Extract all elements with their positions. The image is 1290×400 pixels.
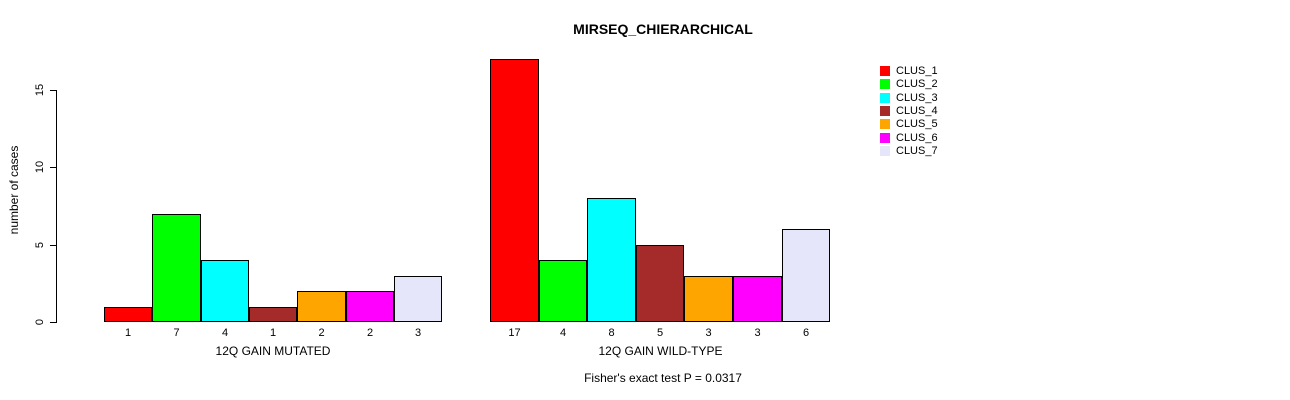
y-axis — [56, 90, 57, 323]
legend-item: CLUS_6 — [880, 131, 938, 145]
bar-value-label: 4 — [559, 327, 567, 339]
x-axis-label-group-wildtype: 12Q GAIN WILD-TYPE — [598, 344, 723, 358]
bar-clus_1-mutated — [104, 307, 152, 322]
y-tick — [50, 244, 57, 246]
chart-title: MIRSEQ_CHIERARCHICAL — [573, 21, 753, 37]
legend-swatch-icon — [880, 79, 890, 90]
y-tick-label: 5 — [34, 241, 46, 248]
bar-value-label: 6 — [802, 327, 810, 339]
legend-label: CLUS_1 — [896, 65, 938, 77]
legend-label: CLUS_5 — [896, 118, 938, 131]
bar-value-label: 3 — [414, 327, 422, 339]
bar-value-label: 3 — [754, 327, 761, 339]
y-tick-label: 0 — [34, 318, 46, 326]
bar-value-label: 8 — [608, 327, 615, 339]
y-tick — [50, 167, 57, 169]
legend-item: CLUS_4 — [880, 104, 938, 118]
legend-swatch-icon — [880, 66, 890, 76]
bar-value-label: 3 — [705, 327, 712, 339]
legend-item: CLUS_1 — [880, 64, 938, 78]
bar-value-label: 17 — [508, 327, 521, 339]
legend-swatch-icon — [880, 146, 890, 157]
legend-label: CLUS_4 — [896, 105, 938, 118]
bar-clus_4-mutated — [249, 307, 297, 322]
y-axis-label: number of cases — [7, 145, 21, 235]
bar-clus_7-mutated — [394, 276, 442, 322]
legend-swatch-icon — [880, 106, 890, 117]
legend-swatch-icon — [880, 119, 890, 130]
legend-item: CLUS_3 — [880, 91, 938, 105]
bar-value-label: 2 — [366, 327, 374, 339]
bar-value-label: 7 — [173, 327, 180, 339]
bar-clus_2-wildtype — [539, 260, 587, 322]
legend-item: CLUS_2 — [880, 77, 938, 91]
legend-swatch-icon — [880, 92, 890, 103]
legend-item: CLUS_7 — [880, 144, 938, 158]
x-axis-label-group-mutated: 12Q GAIN MUTATED — [215, 344, 331, 358]
bar-clus_7-wildtype — [782, 229, 830, 322]
bar-value-label: 1 — [124, 327, 132, 339]
bar-value-label: 4 — [221, 327, 229, 339]
bar-clus_5-wildtype — [684, 276, 733, 322]
bar-clus_3-wildtype — [587, 198, 636, 322]
bar-clus_5-mutated — [297, 291, 346, 322]
y-tick-label: 15 — [34, 83, 46, 97]
bar-clus_3-mutated — [201, 260, 249, 322]
bar-value-label: 5 — [656, 327, 664, 339]
bar-clus_4-wildtype — [636, 245, 684, 322]
y-tick-label: 10 — [34, 161, 46, 174]
bar-clus_6-wildtype — [733, 276, 782, 322]
bar-clus_6-mutated — [346, 291, 394, 322]
y-tick — [50, 322, 57, 323]
legend-swatch-icon — [880, 132, 890, 143]
legend-label: CLUS_3 — [896, 91, 938, 104]
bar-value-label: 1 — [269, 327, 277, 339]
bar-clus_1-wildtype — [490, 59, 539, 322]
legend-label: CLUS_7 — [896, 145, 938, 158]
legend-label: CLUS_2 — [896, 78, 938, 91]
legend-item: CLUS_5 — [880, 117, 938, 131]
bar-clus_2-mutated — [152, 214, 201, 322]
y-tick — [50, 90, 57, 91]
stat-test-footer: Fisher's exact test P = 0.0317 — [584, 371, 742, 385]
legend-label: CLUS_6 — [896, 131, 938, 144]
bar-value-label: 2 — [318, 327, 325, 339]
